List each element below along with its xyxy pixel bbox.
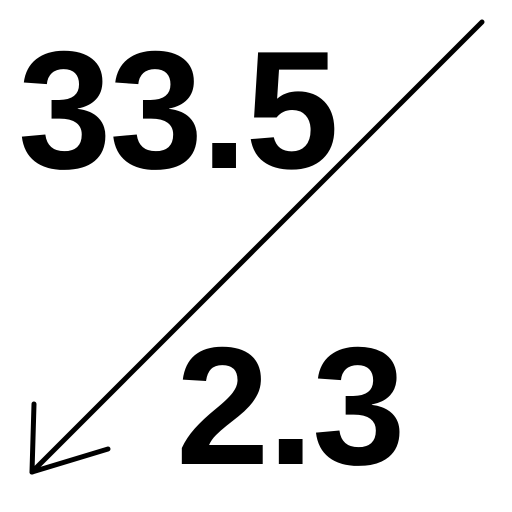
arrow-head-bottom	[29, 446, 111, 475]
arrow-shaft	[29, 19, 485, 475]
top-value: 33.5	[18, 16, 339, 204]
bottom-value: 2.3	[176, 312, 406, 500]
arrow-head-left	[29, 401, 37, 475]
